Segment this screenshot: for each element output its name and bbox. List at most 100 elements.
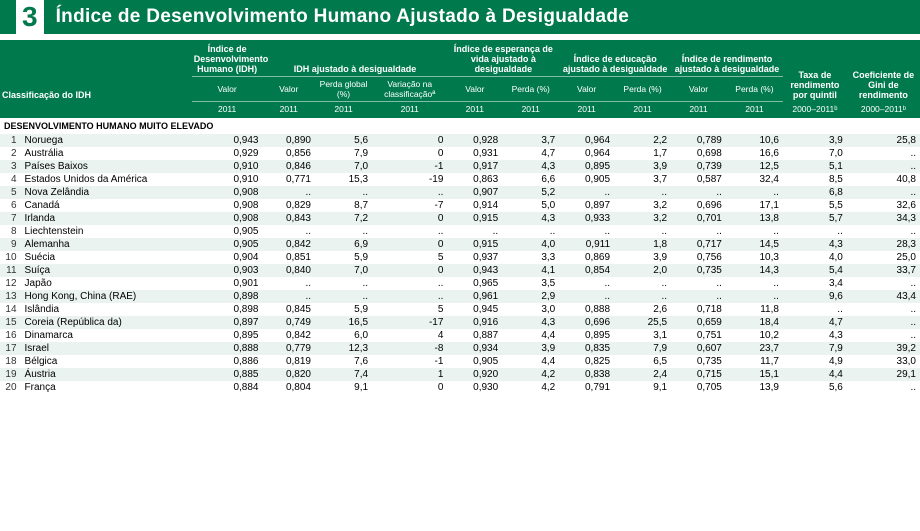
cell-iv: 0,771 xyxy=(263,173,316,186)
table-row: 4Estados Unidos da América0,9100,77115,3… xyxy=(0,173,920,186)
col-ihdi-value: Valor xyxy=(263,77,316,102)
cell-name: Alemanha xyxy=(21,238,192,251)
cell-ll: 3,3 xyxy=(502,251,559,264)
cell-qr: 5,4 xyxy=(783,264,847,277)
cell-el: 7,9 xyxy=(614,342,671,355)
cell-rl: 13,9 xyxy=(726,381,783,394)
col-ihdi-group: IDH ajustado à desigualdade xyxy=(263,40,448,77)
cell-rv: .. xyxy=(671,225,726,238)
cell-hdi: 0,888 xyxy=(192,342,263,355)
cell-n: 6 xyxy=(0,199,21,212)
table-row: 20França0,8840,8049,100,9304,20,7919,10,… xyxy=(0,381,920,394)
cell-lv: 0,943 xyxy=(447,264,502,277)
cell-g: .. xyxy=(847,277,920,290)
cell-il: 7,0 xyxy=(315,264,372,277)
cell-lv: 0,917 xyxy=(447,160,502,173)
cell-rv: 0,739 xyxy=(671,160,726,173)
cell-ll: 5,0 xyxy=(502,199,559,212)
cell-qr: 6,8 xyxy=(783,186,847,199)
cell-n: 3 xyxy=(0,160,21,173)
cell-hdi: 0,910 xyxy=(192,160,263,173)
cell-qr: 5,6 xyxy=(783,381,847,394)
cell-rv: 0,696 xyxy=(671,199,726,212)
cell-qr: 4,4 xyxy=(783,368,847,381)
cell-n: 9 xyxy=(0,238,21,251)
table-number-badge: 3 xyxy=(16,0,44,34)
cell-qr: 4,3 xyxy=(783,329,847,342)
cell-lv: 0,907 xyxy=(447,186,502,199)
cell-rv: 0,587 xyxy=(671,173,726,186)
cell-il: .. xyxy=(315,186,372,199)
cell-ic: 0 xyxy=(372,212,447,225)
cell-rl: 10,6 xyxy=(726,134,783,147)
cell-lv: .. xyxy=(447,225,502,238)
cell-hdi: 0,898 xyxy=(192,290,263,303)
cell-n: 14 xyxy=(0,303,21,316)
cell-ev: 0,897 xyxy=(559,199,614,212)
cell-rv: .. xyxy=(671,277,726,290)
col-ed-group: Índice de educação ajustado à desigualda… xyxy=(559,40,671,77)
cell-ll: 2,9 xyxy=(502,290,559,303)
cell-g: .. xyxy=(847,186,920,199)
cell-lv: 0,863 xyxy=(447,173,502,186)
cell-g: 43,4 xyxy=(847,290,920,303)
cell-rv: .. xyxy=(671,186,726,199)
cell-rv: 0,756 xyxy=(671,251,726,264)
cell-ic: 0 xyxy=(372,147,447,160)
year-ihdi-v: 2011 xyxy=(263,102,316,119)
table-row: 9Alemanha0,9050,8426,900,9154,00,9111,80… xyxy=(0,238,920,251)
cell-name: Liechtenstein xyxy=(21,225,192,238)
col-le-group: Índice de esperança de vida ajustado à d… xyxy=(447,40,559,77)
cell-n: 8 xyxy=(0,225,21,238)
cell-qr: 4,9 xyxy=(783,355,847,368)
cell-g: 40,8 xyxy=(847,173,920,186)
cell-ev: 0,696 xyxy=(559,316,614,329)
cell-iv: 0,845 xyxy=(263,303,316,316)
cell-n: 4 xyxy=(0,173,21,186)
cell-el: 2,0 xyxy=(614,264,671,277)
table-number: 3 xyxy=(22,1,38,32)
cell-ll: 4,3 xyxy=(502,212,559,225)
cell-rl: 23,7 xyxy=(726,342,783,355)
cell-name: Japão xyxy=(21,277,192,290)
cell-el: 3,1 xyxy=(614,329,671,342)
cell-il: 6,9 xyxy=(315,238,372,251)
cell-lv: 0,937 xyxy=(447,251,502,264)
cell-ev: 0,835 xyxy=(559,342,614,355)
cell-ic: .. xyxy=(372,186,447,199)
cell-iv: 0,820 xyxy=(263,368,316,381)
cell-ll: 3,0 xyxy=(502,303,559,316)
cell-il: 6,0 xyxy=(315,329,372,342)
cell-el: 9,1 xyxy=(614,381,671,394)
cell-ev: 0,869 xyxy=(559,251,614,264)
cell-rl: 18,4 xyxy=(726,316,783,329)
cell-hdi: 0,886 xyxy=(192,355,263,368)
cell-el: .. xyxy=(614,277,671,290)
cell-ll: .. xyxy=(502,225,559,238)
cell-el: 3,9 xyxy=(614,160,671,173)
cell-name: França xyxy=(21,381,192,394)
cell-ic: 5 xyxy=(372,251,447,264)
cell-ll: 4,4 xyxy=(502,329,559,342)
cell-lv: 0,905 xyxy=(447,355,502,368)
cell-hdi: 0,908 xyxy=(192,212,263,225)
cell-el: 25,5 xyxy=(614,316,671,329)
cell-il: 7,4 xyxy=(315,368,372,381)
cell-ev: 0,888 xyxy=(559,303,614,316)
cell-hdi: 0,903 xyxy=(192,264,263,277)
table-row: 19Áustria0,8850,8207,410,9204,20,8382,40… xyxy=(0,368,920,381)
cell-ll: 3,5 xyxy=(502,277,559,290)
cell-hdi: 0,910 xyxy=(192,173,263,186)
cell-ll: 4,4 xyxy=(502,355,559,368)
cell-n: 13 xyxy=(0,290,21,303)
table-row: 16Dinamarca0,8950,8426,040,8874,40,8953,… xyxy=(0,329,920,342)
cell-g: .. xyxy=(847,381,920,394)
cell-il: 9,1 xyxy=(315,381,372,394)
cell-il: .. xyxy=(315,225,372,238)
year-le-v: 2011 xyxy=(447,102,502,119)
document-page: 3 Índice de Desenvolvimento Humano Ajust… xyxy=(0,0,920,531)
cell-ev: 0,791 xyxy=(559,381,614,394)
table-row: 13Hong Kong, China (RAE)0,898......0,961… xyxy=(0,290,920,303)
col-quintile: Taxa de rendimento por quintil xyxy=(783,40,847,102)
cell-ev: 0,895 xyxy=(559,160,614,173)
